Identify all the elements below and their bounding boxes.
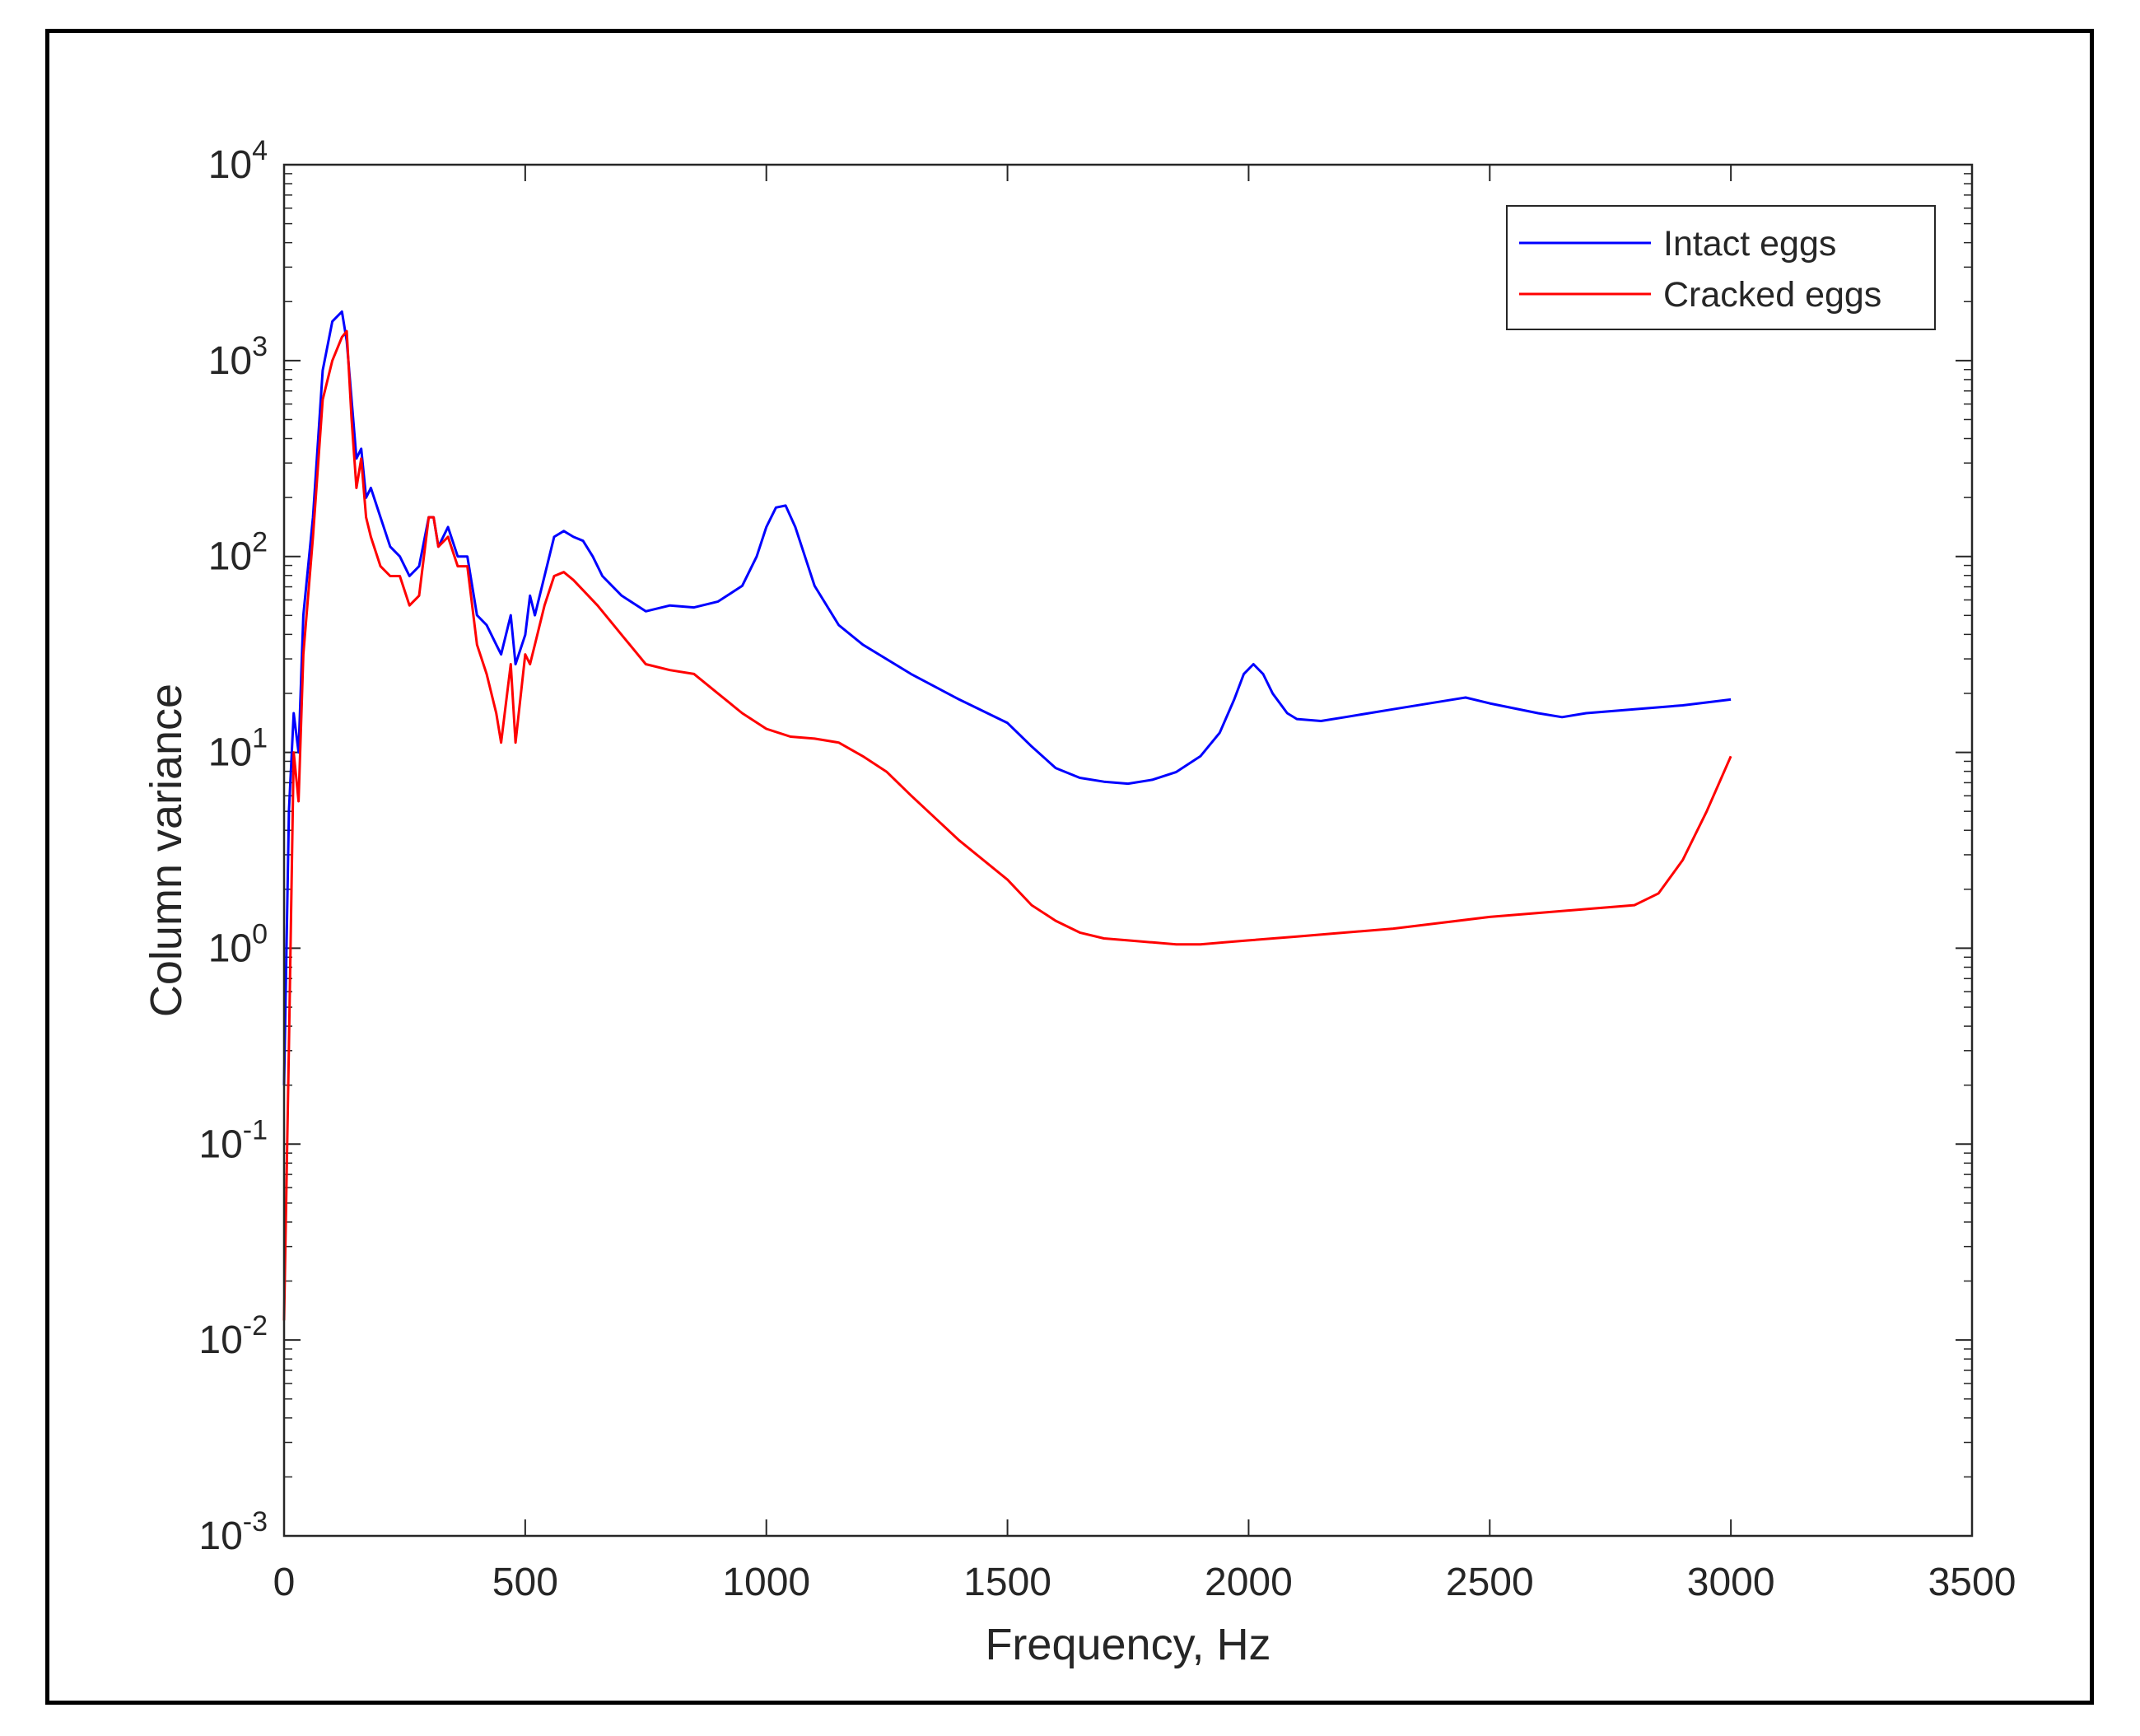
legend-label-cracked: Cracked eggs: [1663, 275, 1881, 315]
y-tick-label: 10-1: [198, 1114, 268, 1166]
y-tick-label: 101: [208, 723, 268, 775]
figure-frame: 0 500 1000 1500 2000 2500 3000 3500 10-3 10-2 10-…: [45, 29, 2094, 1705]
y-tick-label: 103: [208, 331, 268, 383]
y-axis-label: Column variance: [142, 684, 191, 1017]
plot-area-border: [282, 163, 1974, 1538]
series-layer: [282, 310, 1732, 1321]
x-tick-label: 3000: [1687, 1561, 1775, 1604]
y-tick-label: 10-2: [198, 1310, 268, 1362]
x-tick-label: 0: [273, 1561, 296, 1604]
legend-box: [1506, 205, 1936, 330]
x-tick-label: 3500: [1928, 1561, 2016, 1604]
y-tick-label: 102: [208, 527, 268, 579]
ticks-layer: [283, 164, 1973, 1537]
x-tick-label: 2500: [1446, 1561, 1534, 1604]
x-tick-label: 1000: [722, 1561, 810, 1604]
y-tick-label: 104: [208, 135, 268, 187]
chart: 0 500 1000 1500 2000 2500 3000 3500 10-310-210-…: [142, 135, 2016, 1669]
series-line-intact-eggs: [282, 310, 1732, 1085]
x-tick-label: 500: [492, 1561, 558, 1604]
x-axis-label: Frequency, Hz: [985, 1620, 1270, 1669]
y-tick-labels: 10-3 10-2 10-1 100 101 102 103 104: [198, 135, 268, 1558]
y-tick-label: 100: [208, 918, 268, 970]
legend-label-intact: Intact eggs: [1663, 224, 1836, 264]
x-tick-label: 2000: [1205, 1561, 1293, 1604]
legend: Intact eggs Cracked eggs: [1506, 205, 1936, 330]
x-tick-label: 1500: [963, 1561, 1051, 1604]
x-tick-labels: 0 500 1000 1500 2000 2500 3000 3500: [273, 1561, 2016, 1604]
series-line-cracked-eggs: [282, 329, 1732, 1321]
y-tick-label: 10-3: [198, 1506, 268, 1558]
